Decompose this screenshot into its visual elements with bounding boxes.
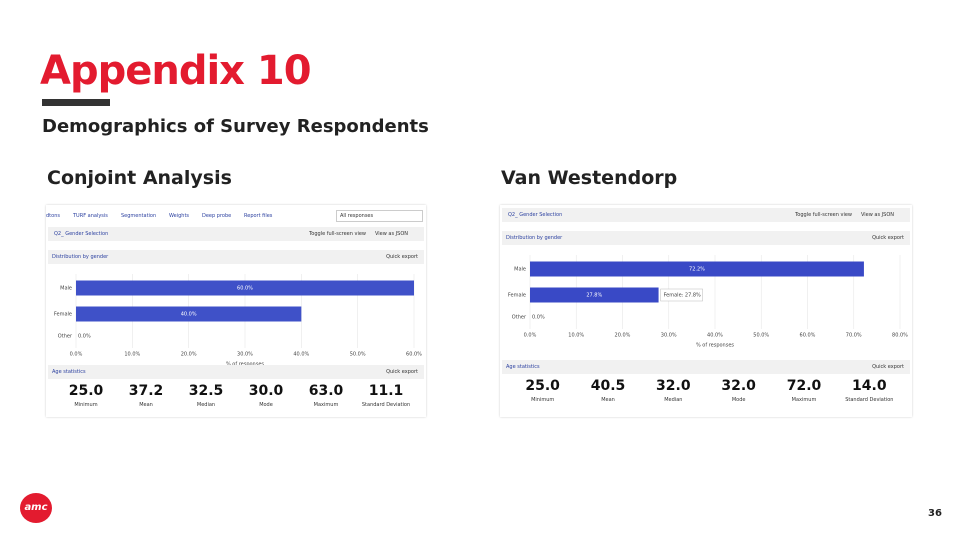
export-button[interactable]: Quick export bbox=[872, 235, 904, 241]
export-button[interactable]: Quick export bbox=[872, 364, 904, 370]
x-tick-label: 20.0% bbox=[615, 333, 631, 339]
bar-chart: 0.0% 10.0% 20.0% 30.0% 40.0% 50.0% 60.0% 70.0% 8… bbox=[508, 255, 908, 349]
y-tick-label: Other bbox=[512, 315, 527, 321]
stat-value: 72.0 bbox=[786, 378, 822, 394]
screenshot-panel: dtons TURF analysis Segmentation Weights Dee… bbox=[46, 205, 426, 417]
x-tick-label: 30.0% bbox=[237, 352, 253, 358]
stat-value: 32.5 bbox=[188, 383, 224, 399]
stat-label: Mean bbox=[601, 397, 615, 403]
page-number: 36 bbox=[928, 508, 942, 519]
export-button[interactable]: Quick export bbox=[386, 369, 418, 375]
y-tick-label: Female bbox=[54, 312, 72, 318]
stat-value: 25.0 bbox=[525, 378, 560, 394]
nav-tab: Report files bbox=[244, 213, 273, 219]
stat-value: 32.0 bbox=[656, 378, 691, 394]
y-tick-label: Male bbox=[60, 286, 72, 292]
stat-value: 14.0 bbox=[852, 378, 887, 394]
stat-label: Maximum bbox=[791, 397, 817, 403]
view-json-button[interactable]: View as JSON bbox=[374, 231, 408, 237]
nav-tab: TURF analysis bbox=[73, 213, 108, 219]
nav-tab: dtons bbox=[46, 213, 60, 219]
stat-value: 37.2 bbox=[128, 383, 164, 399]
x-tick-label: 10.0% bbox=[124, 352, 140, 358]
bar-chart: 0.0% 10.0% 20.0% 30.0% 40.0% 50.0% 60.0% % of r… bbox=[54, 274, 422, 368]
x-tick-label: 60.0% bbox=[406, 352, 422, 358]
value-label: 60.0% bbox=[237, 286, 253, 292]
y-tick-label: Female bbox=[508, 293, 526, 299]
title-rule bbox=[42, 99, 110, 106]
subtitle: Demographics of Survey Respondents bbox=[42, 116, 429, 137]
screenshot-panel: Q2_ Gender Selection View as JSON Toggle f… bbox=[500, 205, 912, 417]
title: Appendix 10 bbox=[40, 48, 312, 94]
bar bbox=[76, 280, 414, 296]
section-bar bbox=[502, 231, 910, 245]
section-title: Age statistics bbox=[506, 364, 540, 370]
tooltip-box bbox=[660, 288, 703, 302]
stat-label: Minimum bbox=[531, 397, 555, 403]
question-bar bbox=[502, 208, 910, 222]
stat-label: Standard Deviation bbox=[361, 402, 411, 408]
y-tick-label: Male bbox=[514, 267, 526, 273]
stat-label: Maximum bbox=[313, 402, 339, 408]
stat-value: 30.0 bbox=[248, 383, 284, 399]
x-tick-label: 40.0% bbox=[293, 352, 309, 358]
question-bar bbox=[48, 227, 424, 241]
x-axis-label: % of responses bbox=[696, 343, 734, 349]
x-tick-label: 0.0% bbox=[524, 333, 537, 339]
value-label: 72.2% bbox=[689, 267, 705, 273]
x-tick-label: 0.0% bbox=[70, 352, 83, 358]
section-title: Age statistics bbox=[52, 369, 86, 375]
logo: amc bbox=[20, 493, 52, 523]
nav-tab: Weights bbox=[169, 213, 190, 219]
stat-value: 11.1 bbox=[368, 383, 404, 399]
stat-value: 40.5 bbox=[590, 378, 626, 394]
section-heading: Van Westendorp bbox=[501, 167, 678, 189]
x-tick-label: 20.0% bbox=[181, 352, 197, 358]
x-tick-label: 50.0% bbox=[350, 352, 366, 358]
stat-value: 63.0 bbox=[308, 383, 344, 399]
x-tick-label: 80.0% bbox=[892, 333, 908, 339]
y-tick-label: Other bbox=[58, 334, 73, 340]
bar bbox=[76, 306, 302, 322]
stat-value: 32.0 bbox=[721, 378, 756, 394]
section-heading: Conjoint Analysis bbox=[47, 167, 232, 189]
section-bar bbox=[48, 250, 424, 264]
x-tick-label: 60.0% bbox=[800, 333, 816, 339]
fullscreen-button[interactable]: Toggle full-screen view bbox=[309, 231, 366, 237]
section-bar bbox=[502, 360, 910, 374]
stat-label: Median bbox=[196, 402, 216, 408]
stat-label: Minimum bbox=[74, 402, 98, 408]
value-label: 0.0% bbox=[78, 334, 91, 340]
nav-tab: Deep probe bbox=[202, 213, 232, 219]
question: Q2_ Gender Selection bbox=[508, 212, 563, 218]
x-axis-label: % of responses bbox=[226, 362, 264, 368]
view-json-button[interactable]: View as JSON bbox=[860, 212, 894, 218]
export-button[interactable]: Quick export bbox=[386, 254, 418, 260]
bar bbox=[530, 287, 659, 303]
x-tick-label: 70.0% bbox=[846, 333, 862, 339]
question: Q2_ Gender Selection bbox=[54, 231, 109, 237]
stat-label: Mode bbox=[731, 397, 746, 403]
stat-label: Median bbox=[664, 397, 683, 403]
dropdown: All responses bbox=[336, 210, 423, 222]
section-title: Distribution by gender bbox=[506, 235, 563, 241]
bar bbox=[530, 261, 864, 277]
fullscreen-button[interactable]: Toggle full-screen view bbox=[795, 212, 852, 218]
x-tick-label: 40.0% bbox=[707, 333, 723, 339]
x-tick-label: 50.0% bbox=[753, 333, 769, 339]
x-tick-label: 10.0% bbox=[568, 333, 584, 339]
value-label: 40.0% bbox=[181, 312, 197, 318]
section-title: Distribution by gender bbox=[52, 254, 109, 260]
value-label: 27.8% bbox=[586, 293, 602, 299]
stat-label: Standard Deviation bbox=[845, 397, 894, 403]
value-label: 0.0% bbox=[532, 315, 545, 321]
tooltip: Female: 27.8% bbox=[664, 293, 701, 299]
x-tick-label: 30.0% bbox=[661, 333, 677, 339]
nav-tab: Segmentation bbox=[121, 213, 157, 219]
stat-label: Mode bbox=[259, 402, 273, 408]
stat-label: Mean bbox=[139, 402, 153, 408]
stat-value: 25.0 bbox=[68, 383, 104, 399]
section-bar bbox=[48, 365, 424, 379]
